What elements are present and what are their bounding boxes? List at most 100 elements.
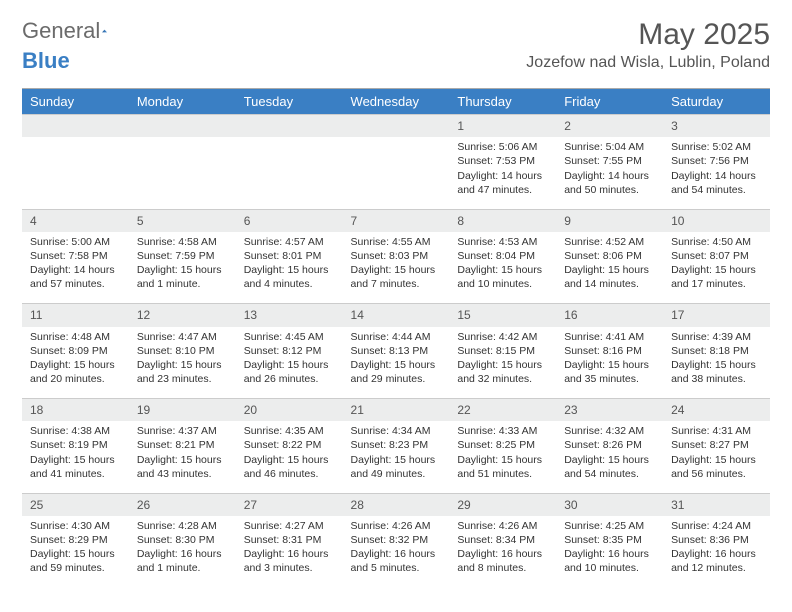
day-number-cell: 10 [663, 209, 770, 232]
weekday-header: Friday [556, 89, 663, 115]
sunrise-text: Sunrise: 5:00 AM [30, 235, 121, 249]
day-detail-cell: Sunrise: 4:38 AMSunset: 8:19 PMDaylight:… [22, 421, 129, 493]
sunrise-text: Sunrise: 4:38 AM [30, 424, 121, 438]
sunset-text: Sunset: 8:12 PM [244, 344, 335, 358]
day-number-cell: 20 [236, 399, 343, 422]
sunset-text: Sunset: 8:01 PM [244, 249, 335, 263]
sunset-text: Sunset: 8:34 PM [457, 533, 548, 547]
sunrise-text: Sunrise: 4:28 AM [137, 519, 228, 533]
day-detail-cell: Sunrise: 4:35 AMSunset: 8:22 PMDaylight:… [236, 421, 343, 493]
day-number-cell: 28 [343, 493, 450, 516]
daylight-text: Daylight: 14 hours and 54 minutes. [671, 169, 762, 197]
day-number-cell [22, 115, 129, 138]
day-number-row: 18192021222324 [22, 399, 770, 422]
day-detail-cell: Sunrise: 4:41 AMSunset: 8:16 PMDaylight:… [556, 327, 663, 399]
day-number-cell: 31 [663, 493, 770, 516]
day-detail-cell: Sunrise: 4:58 AMSunset: 7:59 PMDaylight:… [129, 232, 236, 304]
day-number-cell: 30 [556, 493, 663, 516]
day-number-cell: 25 [22, 493, 129, 516]
daylight-text: Daylight: 15 hours and 49 minutes. [351, 453, 442, 481]
sunrise-text: Sunrise: 4:25 AM [564, 519, 655, 533]
sunset-text: Sunset: 8:18 PM [671, 344, 762, 358]
sunset-text: Sunset: 8:09 PM [30, 344, 121, 358]
day-number-cell: 26 [129, 493, 236, 516]
day-number-row: 45678910 [22, 209, 770, 232]
sunset-text: Sunset: 8:31 PM [244, 533, 335, 547]
day-detail-cell: Sunrise: 4:32 AMSunset: 8:26 PMDaylight:… [556, 421, 663, 493]
sunset-text: Sunset: 8:03 PM [351, 249, 442, 263]
day-detail-cell: Sunrise: 4:50 AMSunset: 8:07 PMDaylight:… [663, 232, 770, 304]
day-number-cell: 17 [663, 304, 770, 327]
brand-part2: Blue [22, 48, 70, 74]
day-detail-cell: Sunrise: 4:39 AMSunset: 8:18 PMDaylight:… [663, 327, 770, 399]
sunrise-text: Sunrise: 4:45 AM [244, 330, 335, 344]
sunset-text: Sunset: 8:27 PM [671, 438, 762, 452]
day-number-cell: 15 [449, 304, 556, 327]
sunset-text: Sunset: 7:53 PM [457, 154, 548, 168]
sunrise-text: Sunrise: 4:53 AM [457, 235, 548, 249]
sunset-text: Sunset: 8:25 PM [457, 438, 548, 452]
daylight-text: Daylight: 15 hours and 59 minutes. [30, 547, 121, 575]
daylight-text: Daylight: 15 hours and 56 minutes. [671, 453, 762, 481]
day-detail-cell: Sunrise: 4:53 AMSunset: 8:04 PMDaylight:… [449, 232, 556, 304]
sunrise-text: Sunrise: 4:27 AM [244, 519, 335, 533]
daylight-text: Daylight: 15 hours and 14 minutes. [564, 263, 655, 291]
daylight-text: Daylight: 15 hours and 54 minutes. [564, 453, 655, 481]
day-detail-cell: Sunrise: 4:42 AMSunset: 8:15 PMDaylight:… [449, 327, 556, 399]
daylight-text: Daylight: 14 hours and 50 minutes. [564, 169, 655, 197]
daylight-text: Daylight: 15 hours and 41 minutes. [30, 453, 121, 481]
daylight-text: Daylight: 15 hours and 10 minutes. [457, 263, 548, 291]
daylight-text: Daylight: 16 hours and 5 minutes. [351, 547, 442, 575]
sunset-text: Sunset: 7:56 PM [671, 154, 762, 168]
sunrise-text: Sunrise: 4:24 AM [671, 519, 762, 533]
day-detail-cell: Sunrise: 4:55 AMSunset: 8:03 PMDaylight:… [343, 232, 450, 304]
daylight-text: Daylight: 15 hours and 1 minute. [137, 263, 228, 291]
day-detail-cell: Sunrise: 4:48 AMSunset: 8:09 PMDaylight:… [22, 327, 129, 399]
day-detail-row: Sunrise: 4:30 AMSunset: 8:29 PMDaylight:… [22, 516, 770, 588]
sunrise-text: Sunrise: 4:48 AM [30, 330, 121, 344]
day-number-cell: 13 [236, 304, 343, 327]
location-text: Jozefow nad Wisla, Lublin, Poland [526, 54, 770, 72]
sunset-text: Sunset: 8:16 PM [564, 344, 655, 358]
day-detail-row: Sunrise: 5:06 AMSunset: 7:53 PMDaylight:… [22, 137, 770, 209]
day-detail-cell: Sunrise: 4:47 AMSunset: 8:10 PMDaylight:… [129, 327, 236, 399]
day-detail-cell: Sunrise: 4:26 AMSunset: 8:34 PMDaylight:… [449, 516, 556, 588]
day-number-cell: 29 [449, 493, 556, 516]
day-number-cell: 12 [129, 304, 236, 327]
day-number-cell: 1 [449, 115, 556, 138]
day-number-cell [343, 115, 450, 138]
daylight-text: Daylight: 15 hours and 23 minutes. [137, 358, 228, 386]
day-detail-cell: Sunrise: 5:04 AMSunset: 7:55 PMDaylight:… [556, 137, 663, 209]
daylight-text: Daylight: 15 hours and 32 minutes. [457, 358, 548, 386]
day-detail-cell: Sunrise: 4:37 AMSunset: 8:21 PMDaylight:… [129, 421, 236, 493]
brand-part1: General [22, 18, 100, 44]
sunset-text: Sunset: 8:13 PM [351, 344, 442, 358]
day-detail-cell: Sunrise: 4:44 AMSunset: 8:13 PMDaylight:… [343, 327, 450, 399]
day-detail-cell: Sunrise: 5:06 AMSunset: 7:53 PMDaylight:… [449, 137, 556, 209]
daylight-text: Daylight: 15 hours and 46 minutes. [244, 453, 335, 481]
day-number-cell: 3 [663, 115, 770, 138]
day-detail-row: Sunrise: 4:48 AMSunset: 8:09 PMDaylight:… [22, 327, 770, 399]
sunrise-text: Sunrise: 4:44 AM [351, 330, 442, 344]
sunrise-text: Sunrise: 4:47 AM [137, 330, 228, 344]
sunset-text: Sunset: 8:36 PM [671, 533, 762, 547]
sunset-text: Sunset: 7:58 PM [30, 249, 121, 263]
sunrise-text: Sunrise: 5:04 AM [564, 140, 655, 154]
daylight-text: Daylight: 15 hours and 35 minutes. [564, 358, 655, 386]
sunrise-text: Sunrise: 4:30 AM [30, 519, 121, 533]
day-detail-cell: Sunrise: 4:26 AMSunset: 8:32 PMDaylight:… [343, 516, 450, 588]
day-number-cell: 22 [449, 399, 556, 422]
daylight-text: Daylight: 15 hours and 51 minutes. [457, 453, 548, 481]
calendar-table: SundayMondayTuesdayWednesdayThursdayFrid… [22, 88, 770, 588]
sunrise-text: Sunrise: 4:32 AM [564, 424, 655, 438]
daylight-text: Daylight: 14 hours and 57 minutes. [30, 263, 121, 291]
sunrise-text: Sunrise: 4:33 AM [457, 424, 548, 438]
day-number-cell: 7 [343, 209, 450, 232]
day-number-cell: 6 [236, 209, 343, 232]
weekday-header: Saturday [663, 89, 770, 115]
sunset-text: Sunset: 8:04 PM [457, 249, 548, 263]
daylight-text: Daylight: 15 hours and 20 minutes. [30, 358, 121, 386]
sunrise-text: Sunrise: 4:58 AM [137, 235, 228, 249]
day-detail-cell: Sunrise: 4:33 AMSunset: 8:25 PMDaylight:… [449, 421, 556, 493]
sunrise-text: Sunrise: 4:26 AM [457, 519, 548, 533]
